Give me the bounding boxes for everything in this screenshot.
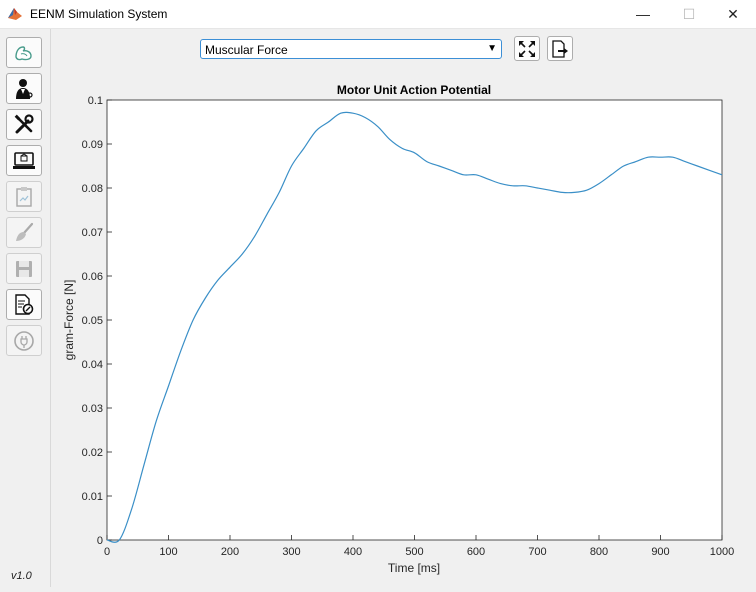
document-search-icon (15, 293, 34, 315)
tools-button[interactable] (6, 109, 42, 140)
expand-icon (519, 40, 535, 57)
export-icon (552, 39, 568, 58)
maximize-button[interactable]: ☐ (682, 5, 696, 22)
chevron-down-icon: ▼ (487, 43, 497, 54)
x-axis-label: Time [ms] (388, 561, 440, 575)
x-tick-label: 0 (104, 546, 110, 558)
muscle-icon (15, 45, 32, 60)
window-title: EENM Simulation System (30, 7, 168, 21)
x-tick-label: 1000 (710, 546, 734, 558)
y-tick-label: 0.04 (82, 359, 103, 371)
force-chart: Motor Unit Action Potential Time [ms] gr… (62, 83, 734, 575)
laptop-icon (13, 151, 35, 169)
y-tick-label: 0.02 (82, 447, 103, 459)
export-button[interactable] (547, 36, 573, 61)
view-select[interactable]: Muscular Force ▼ (200, 39, 502, 59)
chart-title: Motor Unit Action Potential (337, 83, 491, 97)
doctor-button[interactable] (6, 73, 42, 104)
x-axis: 0 100 200 300 400 500 600 700 800 900 1000 (104, 535, 734, 558)
y-tick-label: 0.01 (82, 491, 103, 503)
title-bar: EENM Simulation System — ☐ ✕ (0, 0, 756, 29)
x-tick-label: 400 (344, 546, 362, 558)
plot-area (106, 99, 723, 541)
x-tick-label: 300 (282, 546, 300, 558)
y-tick-label: 0.1 (88, 95, 103, 107)
x-tick-label: 900 (651, 546, 669, 558)
save-icon (16, 260, 32, 277)
y-tick-label: 0.05 (82, 315, 103, 327)
y-axis: 0 0.01 0.02 0.03 0.04 0.05 0.06 0.07 0.08 0.09 0.1 (82, 95, 112, 547)
x-tick-label: 800 (590, 546, 608, 558)
muscle-button[interactable] (6, 37, 42, 68)
x-tick-label: 700 (528, 546, 546, 558)
clear-button[interactable] (6, 217, 42, 248)
close-button[interactable]: ✕ (727, 5, 739, 22)
y-tick-label: 0.06 (82, 271, 103, 283)
clipboard-icon (16, 186, 32, 207)
x-tick-label: 500 (405, 546, 423, 558)
y-tick-label: 0.07 (82, 227, 103, 239)
sidebar (0, 29, 51, 587)
connect-button[interactable] (6, 325, 42, 356)
view-select-value: Muscular Force (205, 43, 288, 57)
plot-panel: Motor Unit Action Potential Time [ms] gr… (51, 64, 756, 587)
y-tick-label: 0.09 (82, 139, 103, 151)
doctor-icon (16, 78, 33, 99)
version-label: v1.0 (11, 570, 32, 582)
minimize-button[interactable]: — (636, 6, 650, 22)
x-tick-label: 600 (467, 546, 485, 558)
y-tick-label: 0.08 (82, 183, 103, 195)
simulation-button[interactable] (6, 145, 42, 176)
open-file-button[interactable] (6, 289, 42, 320)
x-tick-label: 100 (159, 546, 177, 558)
report-button[interactable] (6, 181, 42, 212)
save-button[interactable] (6, 253, 42, 284)
plug-icon (14, 330, 34, 351)
brush-icon (16, 222, 34, 241)
tools-icon (14, 113, 34, 133)
force-series-line (106, 111, 723, 543)
y-tick-label: 0 (97, 535, 103, 547)
x-tick-label: 200 (221, 546, 239, 558)
matlab-icon (8, 8, 22, 20)
fullscreen-button[interactable] (514, 36, 540, 61)
y-tick-label: 0.03 (82, 403, 103, 415)
y-axis-label: gram-Force [N] (62, 280, 76, 361)
